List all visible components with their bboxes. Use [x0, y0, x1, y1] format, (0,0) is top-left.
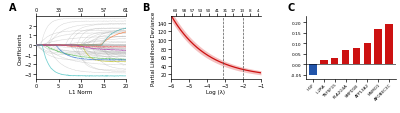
Bar	[364, 44, 372, 65]
X-axis label: Log (λ): Log (λ)	[206, 90, 226, 94]
Y-axis label: Coefficients: Coefficients	[18, 32, 23, 64]
Text: A: A	[9, 3, 16, 13]
Bar	[352, 49, 360, 65]
Bar	[330, 59, 338, 65]
Bar	[374, 29, 382, 65]
Y-axis label: Partial Likelihood Deviance: Partial Likelihood Deviance	[151, 11, 156, 85]
X-axis label: L1 Norm: L1 Norm	[69, 90, 93, 94]
Bar	[342, 51, 350, 65]
Text: B: B	[142, 3, 150, 13]
Bar	[320, 60, 328, 65]
Bar	[309, 65, 316, 75]
Bar	[386, 25, 393, 65]
Text: C: C	[288, 3, 295, 13]
